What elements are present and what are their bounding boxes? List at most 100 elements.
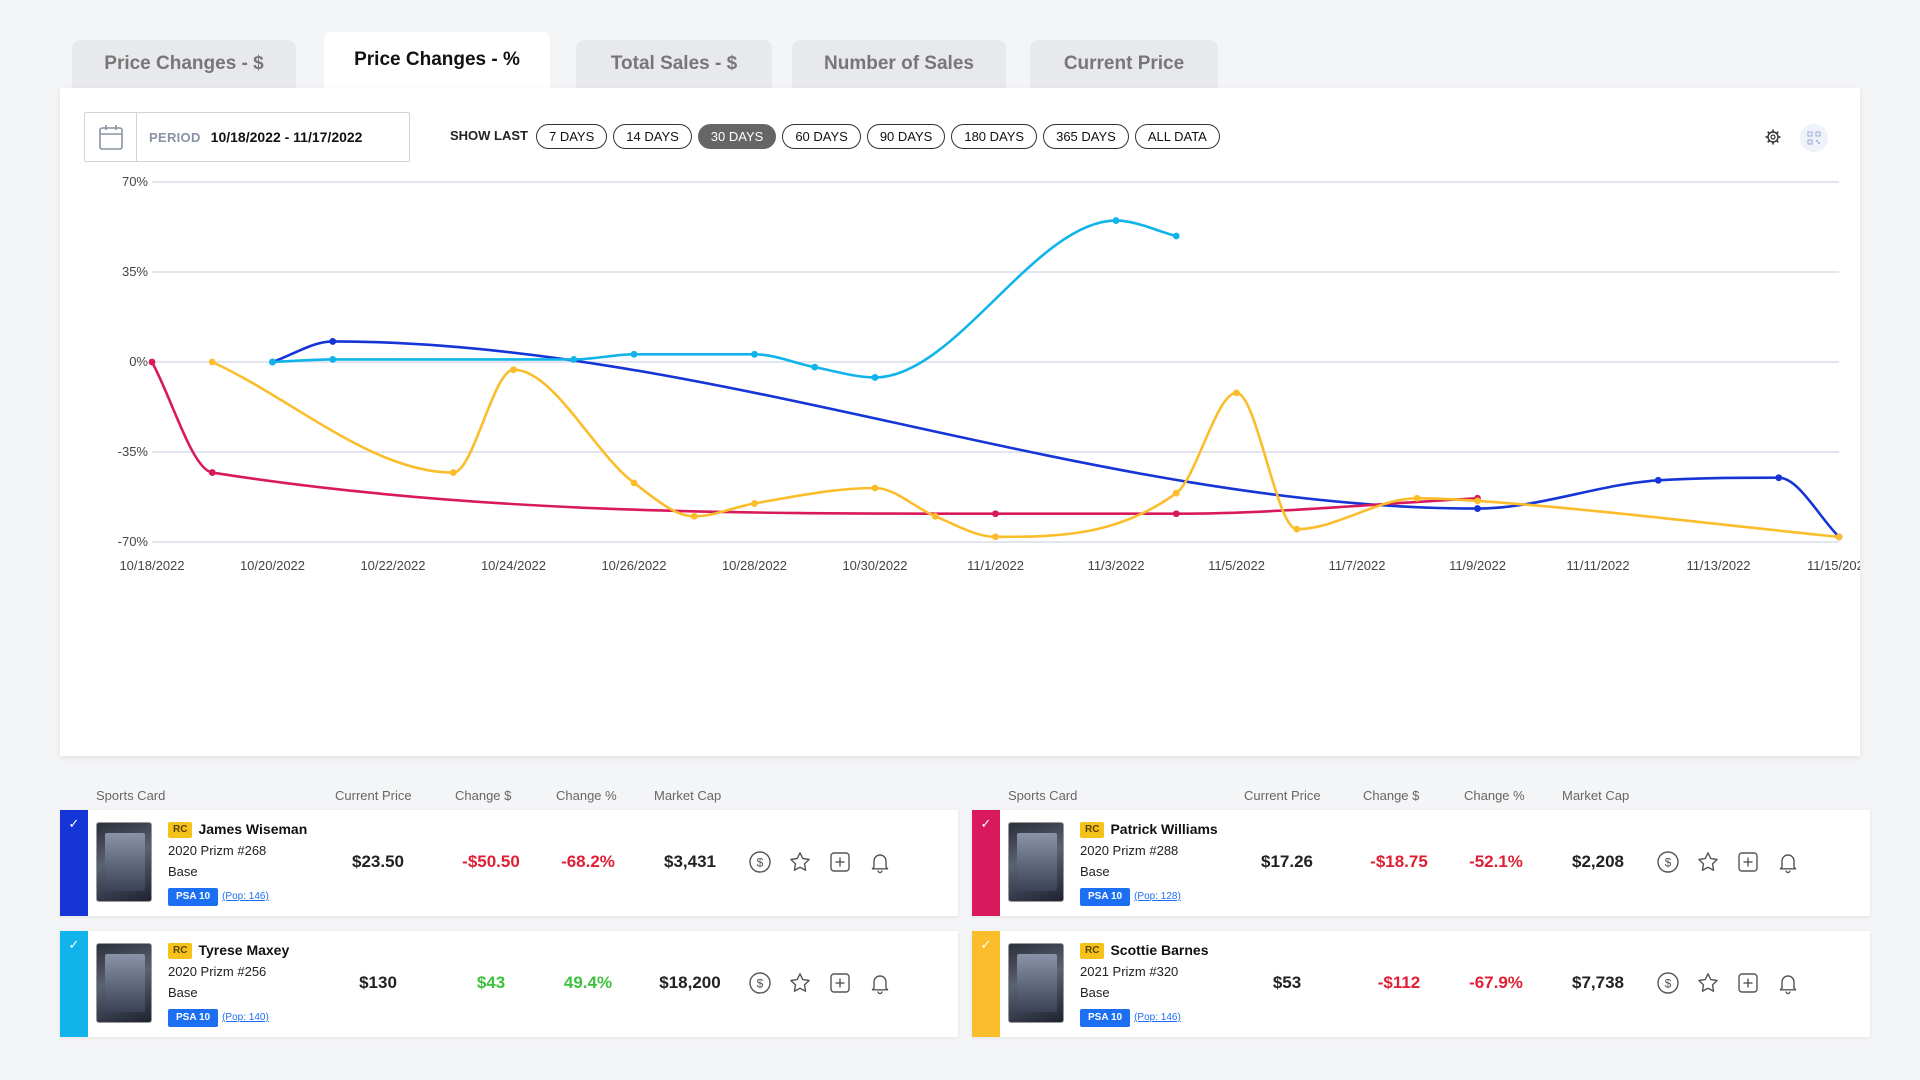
calendar-icon[interactable] [85, 113, 137, 161]
add-icon[interactable] [1736, 850, 1760, 874]
table-row[interactable]: ✓ RC Tyrese Maxey 2020 Prizm #256 Base PSA 10… [60, 931, 958, 1037]
tab-current-price[interactable]: Current Price [1030, 40, 1218, 88]
card-table-left: Sports Card Current Price Change $ Chang… [60, 782, 958, 1052]
grade-badge: PSA 10 [1080, 888, 1131, 907]
tab-number-of-sales[interactable]: Number of Sales [792, 40, 1006, 88]
bell-icon[interactable] [868, 971, 892, 995]
data-point[interactable] [630, 350, 638, 358]
data-point[interactable] [811, 363, 819, 371]
data-point[interactable] [208, 358, 216, 366]
row-checkbox[interactable]: ✓ [60, 931, 88, 1037]
range-pill-90-days[interactable]: 90 DAYS [866, 124, 946, 149]
data-point[interactable] [1172, 510, 1180, 518]
star-icon[interactable] [788, 971, 812, 995]
add-icon[interactable] [1736, 971, 1760, 995]
data-point[interactable] [570, 356, 578, 363]
series-line-2 [150, 360, 1479, 516]
gear-icon[interactable] [1764, 128, 1782, 146]
data-point[interactable] [751, 350, 758, 358]
star-icon[interactable] [1696, 971, 1720, 995]
row-checkbox[interactable]: ✓ [972, 931, 1000, 1037]
population-link[interactable]: (Pop: 146) [1134, 1012, 1181, 1024]
data-point[interactable] [1474, 497, 1481, 505]
range-pill-all-data[interactable]: ALL DATA [1134, 124, 1220, 149]
row-checkbox[interactable]: ✓ [60, 810, 88, 916]
row-checkbox[interactable]: ✓ [972, 810, 1000, 916]
dollar-icon[interactable]: $ [1656, 971, 1680, 995]
tab-total-sales[interactable]: Total Sales - $ [576, 40, 772, 88]
player-name[interactable]: James Wiseman [198, 821, 308, 838]
y-tick-label: 70% [122, 174, 148, 189]
data-point[interactable] [1775, 474, 1783, 482]
range-pill-365-days[interactable]: 365 DAYS [1043, 124, 1129, 149]
data-point[interactable] [871, 484, 879, 492]
y-tick-label: 0% [129, 354, 148, 369]
data-point[interactable] [208, 469, 216, 476]
card-image[interactable] [96, 822, 152, 902]
data-point[interactable] [1474, 505, 1481, 512]
series-line-3 [210, 360, 1841, 539]
data-point[interactable] [1233, 389, 1240, 397]
series-line-1 [271, 219, 1178, 379]
data-point[interactable] [751, 500, 758, 507]
data-point[interactable] [992, 510, 999, 518]
data-point[interactable] [449, 469, 457, 476]
data-point[interactable] [1112, 217, 1120, 224]
card-image[interactable] [96, 943, 152, 1023]
range-pill-60-days[interactable]: 60 DAYS [782, 124, 861, 149]
card-image[interactable] [1008, 822, 1064, 902]
change-usd: $43 [476, 973, 506, 992]
data-point[interactable] [1172, 232, 1180, 240]
star-icon[interactable] [788, 850, 812, 874]
population-link[interactable]: (Pop: 146) [222, 891, 269, 903]
tab-price-changes-usd[interactable]: Price Changes - $ [72, 40, 296, 88]
card-image[interactable] [1008, 943, 1064, 1023]
table-row[interactable]: ✓ RC Patrick Williams 2020 Prizm #288 Base PS… [972, 810, 1870, 916]
data-point[interactable] [148, 358, 156, 366]
table-row[interactable]: ✓ RC James Wiseman 2020 Prizm #268 Base PSA 1… [60, 810, 958, 916]
data-point[interactable] [1835, 533, 1843, 541]
check-icon: ✓ [68, 816, 80, 831]
add-icon[interactable] [828, 971, 852, 995]
data-point[interactable] [1413, 494, 1421, 502]
dollar-icon[interactable]: $ [1656, 850, 1680, 874]
data-point[interactable] [871, 374, 879, 381]
population-link[interactable]: (Pop: 140) [222, 1012, 269, 1024]
dollar-icon[interactable]: $ [748, 850, 772, 874]
bell-icon[interactable] [1776, 971, 1800, 995]
tab-price-changes-pct[interactable]: Price Changes - % [324, 32, 550, 88]
x-tick-label: 11/3/2022 [1088, 558, 1145, 573]
data-point[interactable] [690, 512, 698, 520]
player-name[interactable]: Tyrese Maxey [198, 942, 290, 959]
price-change-line-chart: 70% 35% 0% -35% -70% 10/18/2022 10/20/2022 10/… [118, 174, 1860, 573]
range-pill-14-days[interactable]: 14 DAYS [613, 124, 692, 149]
change-usd: -$18.75 [1370, 852, 1428, 871]
range-pill-7-days[interactable]: 7 DAYS [536, 124, 608, 149]
data-point[interactable] [269, 358, 276, 366]
table-row[interactable]: ✓ RC Scottie Barnes 2021 Prizm #320 Base PSA … [972, 931, 1870, 1037]
data-point[interactable] [329, 356, 337, 363]
population-link[interactable]: (Pop: 128) [1134, 891, 1181, 903]
add-icon[interactable] [828, 850, 852, 874]
show-last-label: SHOW LAST [450, 128, 528, 143]
bell-icon[interactable] [868, 850, 892, 874]
star-icon[interactable] [1696, 850, 1720, 874]
bell-icon[interactable] [1776, 850, 1800, 874]
data-point[interactable] [1172, 489, 1180, 497]
data-point[interactable] [510, 366, 517, 374]
data-point[interactable] [992, 533, 999, 541]
change-pct: -68.2% [561, 852, 615, 871]
qr-code-icon[interactable] [1800, 124, 1828, 152]
player-name[interactable]: Patrick Williams [1110, 821, 1218, 838]
data-point[interactable] [630, 479, 638, 487]
dollar-icon[interactable]: $ [748, 971, 772, 995]
range-pill-30-days[interactable]: 30 DAYS [697, 124, 777, 149]
data-point[interactable] [1654, 476, 1662, 484]
data-point[interactable] [931, 512, 939, 520]
range-pill-180-days[interactable]: 180 DAYS [951, 124, 1038, 149]
player-name[interactable]: Scottie Barnes [1110, 942, 1209, 959]
header-market-cap: Market Cap [654, 788, 722, 803]
data-point[interactable] [1293, 525, 1301, 533]
period-picker[interactable]: PERIOD 10/18/2022 - 11/17/2022 [84, 112, 410, 162]
data-point[interactable] [329, 338, 337, 345]
